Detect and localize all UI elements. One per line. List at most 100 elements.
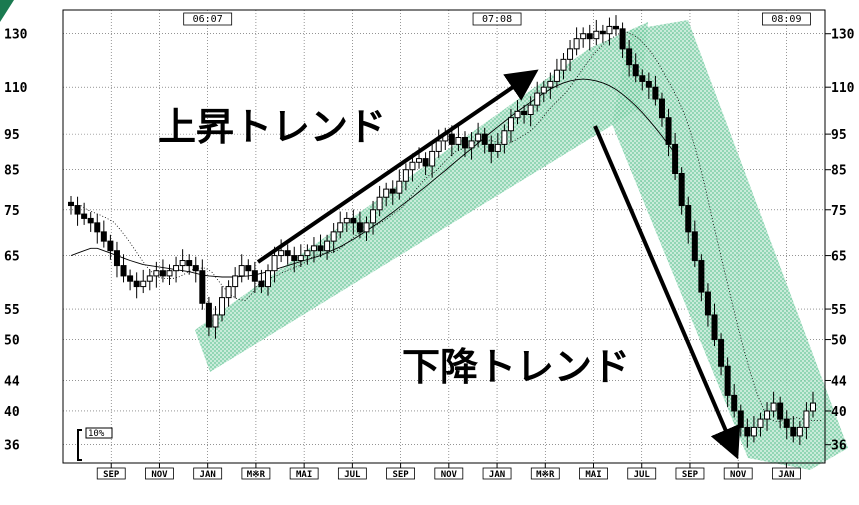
x-tick-label: JUL <box>634 470 651 480</box>
candle-body <box>724 365 731 396</box>
candle-body <box>796 426 803 437</box>
x-tick-box <box>193 467 223 480</box>
candle-body <box>507 117 514 132</box>
candle-body <box>704 291 711 316</box>
candle-body <box>159 270 166 277</box>
candle-body <box>547 80 554 88</box>
candle-body <box>606 25 613 35</box>
candle-body <box>626 48 633 66</box>
x-tick-box <box>289 467 319 480</box>
candle-body <box>146 275 153 282</box>
scale-marker: 10% <box>77 427 113 461</box>
y-tick-label-left: 40 <box>4 405 20 420</box>
x-tick-box <box>482 467 512 480</box>
candle-body <box>219 297 226 316</box>
candle-body <box>639 75 646 82</box>
x-tick-label: SEP <box>682 470 699 480</box>
candle-body <box>757 418 764 428</box>
candle-body <box>658 98 665 119</box>
candle-body <box>113 250 120 267</box>
candle-body <box>718 339 725 367</box>
candle-body <box>468 140 475 149</box>
year-label-box <box>762 12 811 26</box>
y-tick-label-right: 110 <box>831 81 855 96</box>
candle-body <box>810 402 816 412</box>
candle-body <box>567 48 574 60</box>
y-tick-label-left: 75 <box>4 204 20 219</box>
candle-body <box>488 143 495 152</box>
uptrend-channel <box>195 22 648 372</box>
candle-body <box>107 240 114 252</box>
x-tick-box <box>723 467 753 480</box>
x-tick-label: SEP <box>392 470 409 480</box>
x-tick-box <box>337 467 367 480</box>
candle-body <box>317 245 324 252</box>
candle-body <box>343 217 350 224</box>
x-tick-box <box>386 467 415 480</box>
candles-layer <box>68 15 816 448</box>
y-axis-right: 130 110 95 85 75 65 55 50 44 40 36 <box>825 28 855 454</box>
candle-body <box>205 302 212 328</box>
candle-body <box>140 280 147 288</box>
candle-body <box>494 143 501 152</box>
candle-body <box>94 222 101 233</box>
candle-body <box>540 86 547 94</box>
candle-body <box>297 255 304 262</box>
y-tick-label-right: 130 <box>831 28 855 43</box>
candle-body <box>251 270 258 282</box>
candle-body <box>225 286 232 299</box>
x-tick-label: JAN <box>489 470 505 480</box>
candle-body <box>416 158 423 163</box>
candle-body <box>100 231 107 242</box>
x-tick-box <box>772 467 801 480</box>
candle-body <box>258 280 265 288</box>
candle-body <box>284 250 291 257</box>
candle-body <box>133 280 140 288</box>
candle-body <box>166 270 173 277</box>
candle-body <box>744 426 751 437</box>
candle-body <box>783 418 790 428</box>
candle-body <box>435 140 442 152</box>
candle-body <box>645 80 652 88</box>
y-tick-label-left: 110 <box>4 81 28 96</box>
x-tick-label: M※R <box>536 470 555 480</box>
candle-body <box>599 30 606 35</box>
candle-body <box>534 92 541 106</box>
x-tick-box <box>579 467 608 480</box>
candle-body <box>672 143 679 175</box>
y-tick-label-left: 55 <box>4 303 20 318</box>
uptrend-arrow <box>256 69 539 264</box>
y-tick-label-right: 95 <box>831 128 847 143</box>
x-tick-label: JAN <box>778 470 794 480</box>
y-tick-label-left: 50 <box>4 334 20 349</box>
candle-body <box>481 133 488 145</box>
x-tick-label: MAI <box>296 470 312 480</box>
candle-body <box>665 117 672 145</box>
candle-body <box>127 275 134 282</box>
year-labels: 06:07 07:08 08:09 <box>183 12 811 26</box>
candle-body <box>685 205 692 233</box>
y-tick-label-left: 95 <box>4 128 20 143</box>
candle-body <box>179 260 186 267</box>
candle-body <box>370 209 377 224</box>
candle-body <box>186 260 193 267</box>
candle-body <box>711 314 718 341</box>
candle-body <box>363 222 370 233</box>
candle-body <box>764 410 771 420</box>
y-tick-label-right: 85 <box>831 164 847 179</box>
candle-body <box>402 169 409 182</box>
candle-body <box>304 250 311 257</box>
x-tick-label: JAN <box>200 470 216 480</box>
year-label: 06:07 <box>193 14 223 25</box>
downtrend-label: 下降トレンド <box>402 345 630 389</box>
x-tick-box <box>530 467 560 480</box>
candle-body <box>153 270 160 277</box>
candle-body <box>422 158 429 167</box>
x-tick-label: JUL <box>344 470 361 480</box>
short-moving-average <box>80 31 823 423</box>
y-tick-label-left: 44 <box>4 374 20 389</box>
candle-body <box>737 410 744 428</box>
candle-body <box>790 426 797 437</box>
candle-body <box>691 231 698 262</box>
